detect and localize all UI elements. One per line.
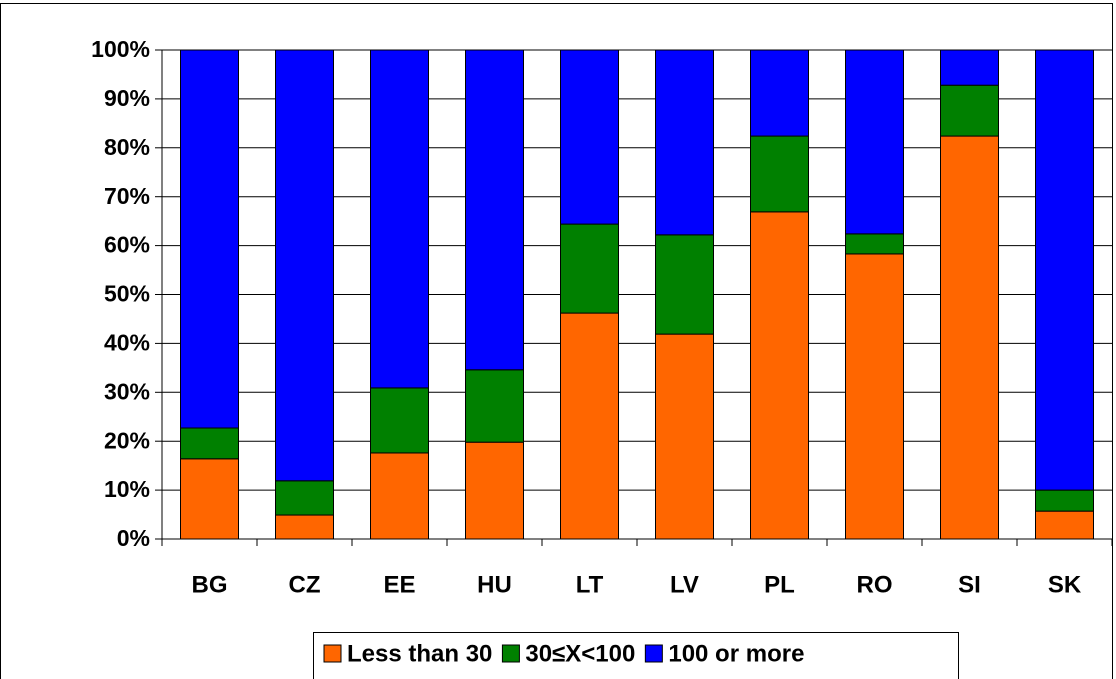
y-tick-label: 90%: [104, 85, 150, 111]
x-tick-label: BG: [192, 571, 228, 598]
bar-segment: [750, 135, 809, 213]
legend-swatch: [501, 644, 520, 663]
bar-segment: [560, 312, 619, 540]
y-tick-label: 60%: [104, 232, 150, 258]
bar-segment: [1035, 49, 1094, 491]
y-tick-label: 30%: [104, 378, 150, 404]
bar-segment: [940, 135, 999, 540]
legend-label: Less than 30: [347, 640, 492, 667]
y-tick-label: 0%: [117, 525, 150, 551]
x-tick-label: HU: [477, 571, 512, 598]
legend-swatch: [644, 644, 663, 663]
y-tick-label: 40%: [104, 329, 150, 355]
bar-segment: [845, 49, 904, 235]
bar-segment: [275, 480, 334, 516]
bar-segment: [370, 452, 429, 540]
y-tick-label: 70%: [104, 183, 150, 209]
legend: Less than 30 30≤X<100 100 or more: [323, 640, 804, 667]
bar-segment: [180, 458, 239, 540]
bar-segment: [275, 514, 334, 540]
legend-label: 100 or more: [668, 640, 804, 667]
bar-segment: [1035, 510, 1094, 540]
x-tick-label: SI: [958, 571, 981, 598]
y-tick-label: 100%: [91, 36, 150, 62]
bar-segment: [940, 49, 999, 86]
y-tick-label: 80%: [104, 134, 150, 160]
y-tick-label: 50%: [104, 281, 150, 307]
x-tick-label: LT: [576, 571, 604, 598]
legend-label: 30≤X<100: [525, 640, 635, 667]
bar-segment: [370, 387, 429, 454]
y-tick-label: 10%: [104, 476, 150, 502]
bar-segment: [655, 49, 714, 236]
bar-segment: [560, 223, 619, 314]
bar-segment: [845, 233, 904, 255]
bar-segment: [750, 49, 809, 137]
legend-box: [313, 632, 959, 679]
x-tick-label: EE: [383, 571, 415, 598]
x-tick-label: RO: [857, 571, 893, 598]
x-tick-label: CZ: [289, 571, 321, 598]
bar-segment: [940, 84, 999, 137]
bar-segment: [370, 49, 429, 389]
bar-segment: [465, 369, 524, 443]
bar-segment: [275, 49, 334, 482]
bar-segment: [750, 211, 809, 540]
x-tick-label: SK: [1048, 571, 1082, 598]
x-tick-label: LV: [670, 571, 699, 598]
bar-segment: [180, 427, 239, 460]
bar-segment: [845, 253, 904, 540]
x-tick-label: PL: [764, 571, 795, 598]
bar-segment: [180, 49, 239, 429]
bar-segment: [1035, 489, 1094, 512]
bar-segment: [465, 49, 524, 371]
y-tick-label: 20%: [104, 427, 150, 453]
bar-segment: [655, 234, 714, 335]
bar-segment: [560, 49, 619, 225]
bar-segment: [465, 441, 524, 540]
bar-segment: [655, 333, 714, 540]
legend-swatch: [323, 644, 342, 663]
